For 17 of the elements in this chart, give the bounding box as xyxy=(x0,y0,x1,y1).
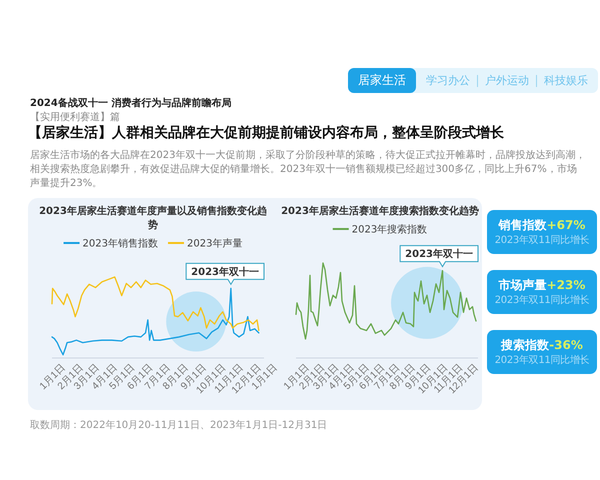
annotation: 2023年双十一 xyxy=(191,266,259,278)
legend-label: 2023年搜索指数 xyxy=(352,224,428,236)
chart-title: 2023年居家生活赛道年度搜索指数变化趋势 xyxy=(281,205,479,217)
legend-label: 2023年销售指数 xyxy=(82,238,158,250)
text: 【居家生活】人群相关品牌在大促前期提前铺设内容布局，整体呈阶段式增长 xyxy=(28,124,504,142)
card: 搜索指数-36% 2023年双11同比增长 xyxy=(487,330,597,374)
selected-tab: 居家生活 xyxy=(348,68,416,93)
card: 市场声量+23% 2023年双11同比增长 xyxy=(487,270,597,314)
text: 居家生活市场的各大品牌在2023年双十一大促前期，采取了分阶段种草的策略，待大促正式拉开帷幕时，品牌投放达到高潮，相关搜索热度急剧攀升，有效促进品牌大促的销量增长。2023年双十一销售额规模已经超过300多亿，同比上升67%，市场声量提升23%。 xyxy=(30,149,586,191)
chart-title: 2023年居家生活赛道年度声量以及销售指数变化趋势 xyxy=(39,205,267,231)
card: 销售指数+67% 2023年双11同比增长 xyxy=(487,210,597,254)
tab-bar: 居家生活 学习办公 户外运动 科技娱乐 xyxy=(348,68,598,93)
text: 2024备战双十一 消费者行为与品牌前瞻布局 xyxy=(30,96,232,110)
text: 取数周期：2022年10月20-11月11日、2023年1月1日-12月31日 xyxy=(30,418,328,432)
legend-label: 2023年声量 xyxy=(187,238,242,250)
annotation: 2023年双十一 xyxy=(405,248,473,260)
text: 【实用便利赛道】篇 xyxy=(30,110,120,124)
